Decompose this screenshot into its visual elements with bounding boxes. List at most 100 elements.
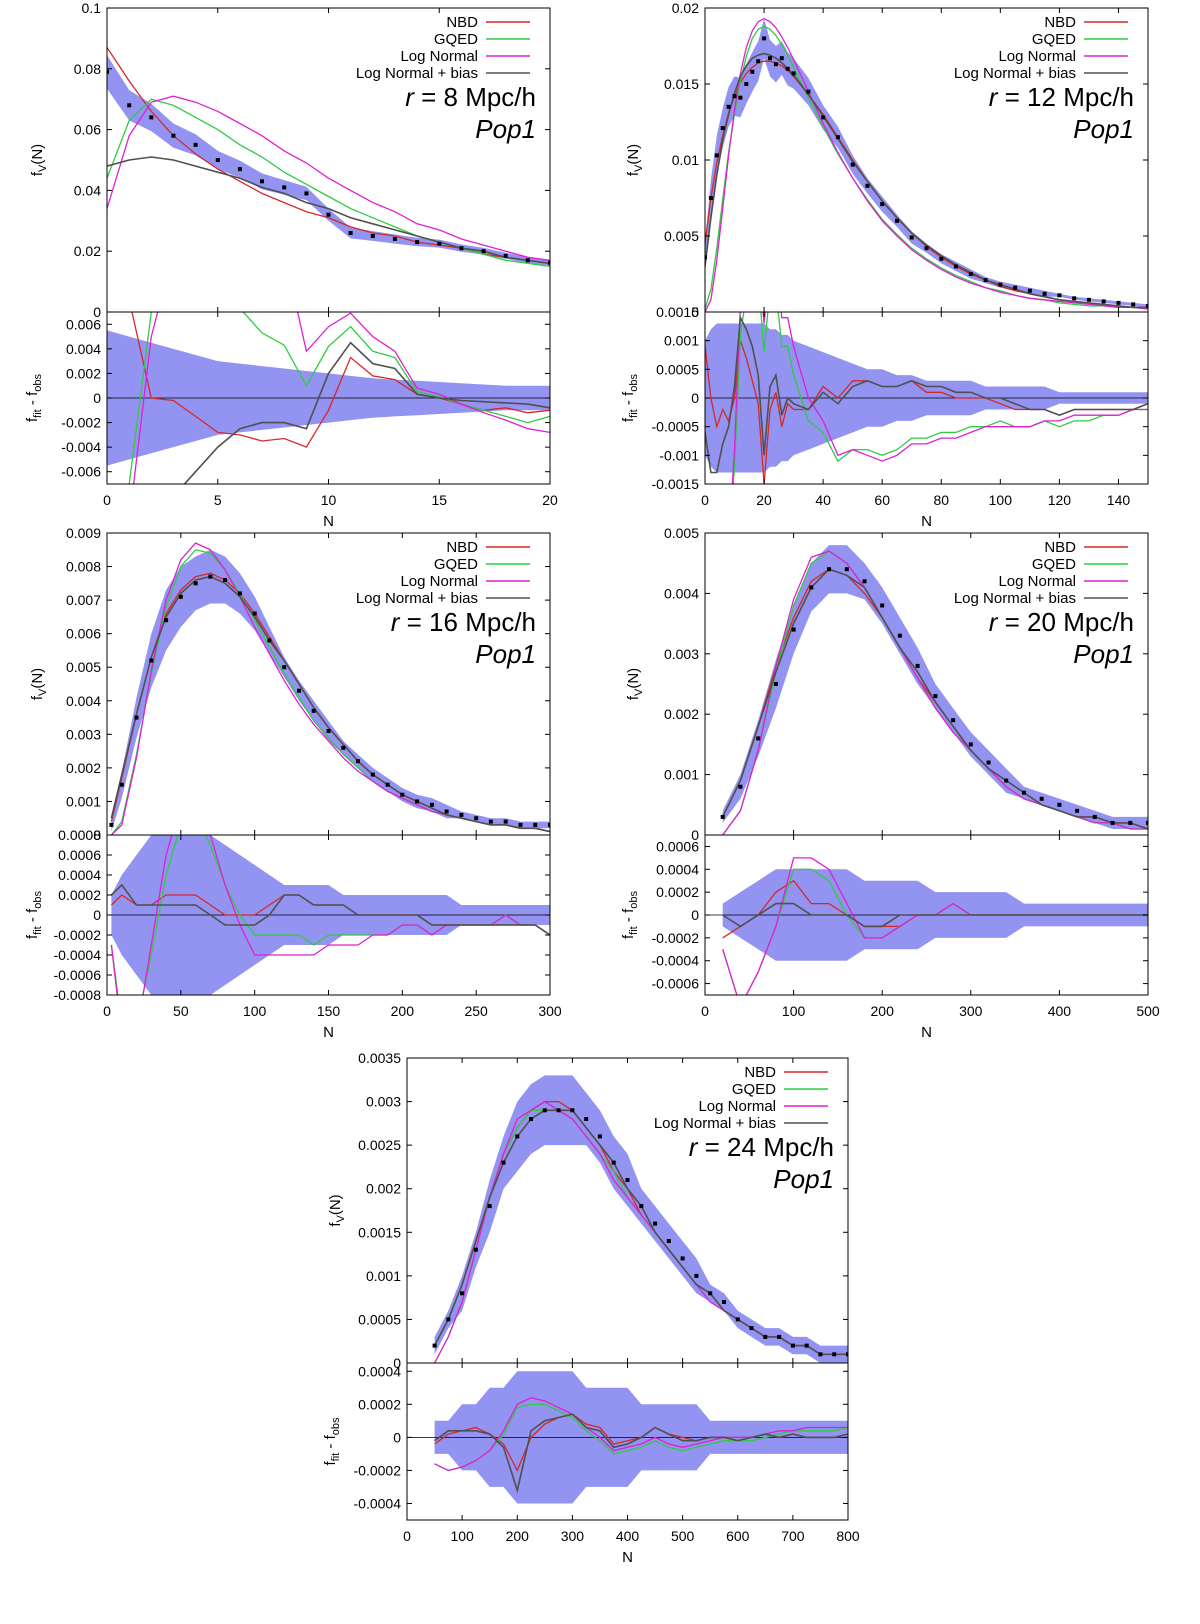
panel-2-main-observed-point [768,56,772,61]
panel-1-main-observed-point [503,253,508,258]
panel-1-main-observed-point [260,179,264,184]
panel-3-residual-xtick-label: 200 [391,1003,415,1019]
panel-5-main-ytick-label: 0 [393,1355,401,1371]
panel-3-residual-ytick-label: 0.0004 [58,867,101,883]
panel-5-main-observed-point [542,1108,547,1113]
panel-2-main-observed-point [1116,300,1121,305]
panel-5-residual-xtick-label: 100 [450,1528,474,1544]
panel-2-main-observed-point [998,282,1003,287]
panel-2-main-ytick-label: 0.015 [664,76,699,92]
panel-4-residual-ylabel: ffit - fobs [620,891,640,939]
panel-3-main-observed-point [415,799,420,804]
panel-4-main-observed-point [1057,802,1062,807]
panel-4-residual-ytick-label: 0.0006 [656,838,699,854]
panel-1-legend-label: NBD [446,14,478,31]
panel-3-main-observed-point [518,822,523,827]
panel-2-main-observed-point [954,264,958,269]
panel-4-main-series-log-normal-bias [721,568,1148,830]
panel-4-main-observed-point [738,784,743,789]
panel-2-legend-label: Log Normal + bias [954,65,1076,82]
panel-4-residual-ytick-label: 0 [691,907,699,923]
panel-5-main-observed-point [501,1160,506,1165]
panel-4-residual-xtick-label: 400 [1048,1003,1072,1019]
panel-1-r-label: r = 8 Mpc/h [405,82,536,112]
panel-2-main-observed-point [750,69,755,74]
panel-5-residual-xtick-label: 700 [781,1528,805,1544]
panel-4-legend-label: NBD [1044,539,1076,556]
panel-5-main-observed-point [666,1239,671,1243]
panel-4-main-observed-point [1092,814,1097,819]
panel-2-main-observed-point [705,255,707,260]
panel-5-residual-xtick-label: 500 [671,1528,695,1544]
panel-3-residual-ytick-label: -0.0006 [54,967,102,983]
panel-2-residual-xtick-label: 40 [815,492,831,508]
panel-5-main-ytick-label: 0.003 [366,1094,401,1110]
panel-3: 0 0.001 0.002 0.003 0.004 0.005 0.006 0.007 0.00… [24,525,562,1041]
panel-4-main-ytick-label: 0 [691,827,699,843]
panel-5-main-ytick-label: 0.002 [366,1181,401,1197]
panel-5-residual-xtick-label: 200 [506,1528,530,1544]
panel-4-main-observed-point [1110,820,1115,825]
panel-4-residual-xtick-label: 100 [782,1003,806,1019]
panel-4-main-observed-point [1075,808,1080,813]
panel-1-main-ytick-label: 0.06 [74,122,101,138]
panel-2-residual-xtick-label: 60 [874,492,890,508]
panel-3-main-observed-point [297,688,301,693]
panel-1-residual-ytick-label: 0.004 [66,341,101,357]
panel-1-residual-ytick-label: -0.004 [61,439,101,455]
panel-5-main-observed-point [708,1291,713,1296]
panel-1-main-observed-point [392,237,397,241]
panel-3-residual-ytick-label: -0.0002 [54,927,102,943]
panel-3-main-observed-point [370,772,375,777]
panel-3-main-ytick-label: 0.003 [66,726,101,742]
panel-2-residual-ytick-label: -0.001 [659,447,699,463]
panel-3-residual-ytick-label: 0.0002 [58,887,101,903]
panel-5-residual-xtick-label: 600 [726,1528,750,1544]
panel-4-main-observed-point [1128,820,1133,825]
panel-3-main-observed-point [134,715,139,720]
panel-4-main-ytick-label: 0.002 [664,706,699,722]
panel-2-main-observed-point [785,66,790,71]
panel-5-main-observed-point [722,1300,726,1304]
panel-3-residual-xtick-label: 150 [317,1003,341,1019]
panel-1-main-series-nbd [107,47,550,265]
panel-4-residual-xtick-label: 500 [1136,1003,1160,1019]
panel-3-residual-xtick-label: 100 [243,1003,267,1019]
panel-4-main-observed-point [968,742,973,747]
panel-5-main-ytick-label: 0.0015 [358,1224,401,1240]
panel-2-residual-ytick-label: 0.001 [664,333,699,349]
panel-5-ylabel: fV(N) [327,1194,347,1226]
panel-3-main-ytick-label: 0.005 [66,659,101,675]
panel-1-main-plot-area [107,47,550,268]
panel-4-legend-label: GQED [1032,556,1076,573]
panel-3-main-observed-point [488,819,493,824]
panel-4-main-observed-point [1004,778,1009,783]
panel-5-main-observed-point [446,1317,451,1322]
panel-2-residual-ytick-label: 0.0015 [656,304,699,320]
panel-4-main-ytick-label: 0.005 [664,525,699,541]
panel-3-main-observed-point [459,812,464,817]
panel-2-main-plot-area [705,17,1148,312]
panel-4-legend-label: Log Normal + bias [954,590,1076,607]
panel-2-residual-ytick-label: -0.0015 [652,476,700,492]
panel-5-legend-label: Log Normal [698,1098,776,1115]
panel-3-main-observed-point [164,618,169,623]
panel-1-main-observed-point [304,191,309,196]
panel-4-residual-xtick-label: 200 [871,1003,895,1019]
panel-5-main-observed-point [846,1352,848,1357]
panel-3-main-ytick-label: 0.004 [66,693,101,709]
panel-5-main-observed-point [763,1334,768,1339]
panel-4-main-observed-point [880,603,885,608]
panel-1-main-observed-point [348,231,353,235]
panel-1-main-series-log-normal [107,95,550,261]
panel-2-residual-xtick-label: 100 [989,492,1013,508]
panel-2-main-observed-point [821,115,826,120]
panel-3-main-observed-point [474,816,479,821]
panel-5-residual-series-gqed [434,1403,848,1472]
panel-2-main-ytick-label: 0.005 [664,228,699,244]
panel-3-main-ytick-label: 0.007 [66,592,101,608]
panel-3-main-series-log-normal-bias [110,575,550,833]
panel-5-main-frame [406,1057,849,1364]
panel-3-main-observed-point [326,729,331,733]
panel-2-legend-label: NBD [1044,14,1076,31]
